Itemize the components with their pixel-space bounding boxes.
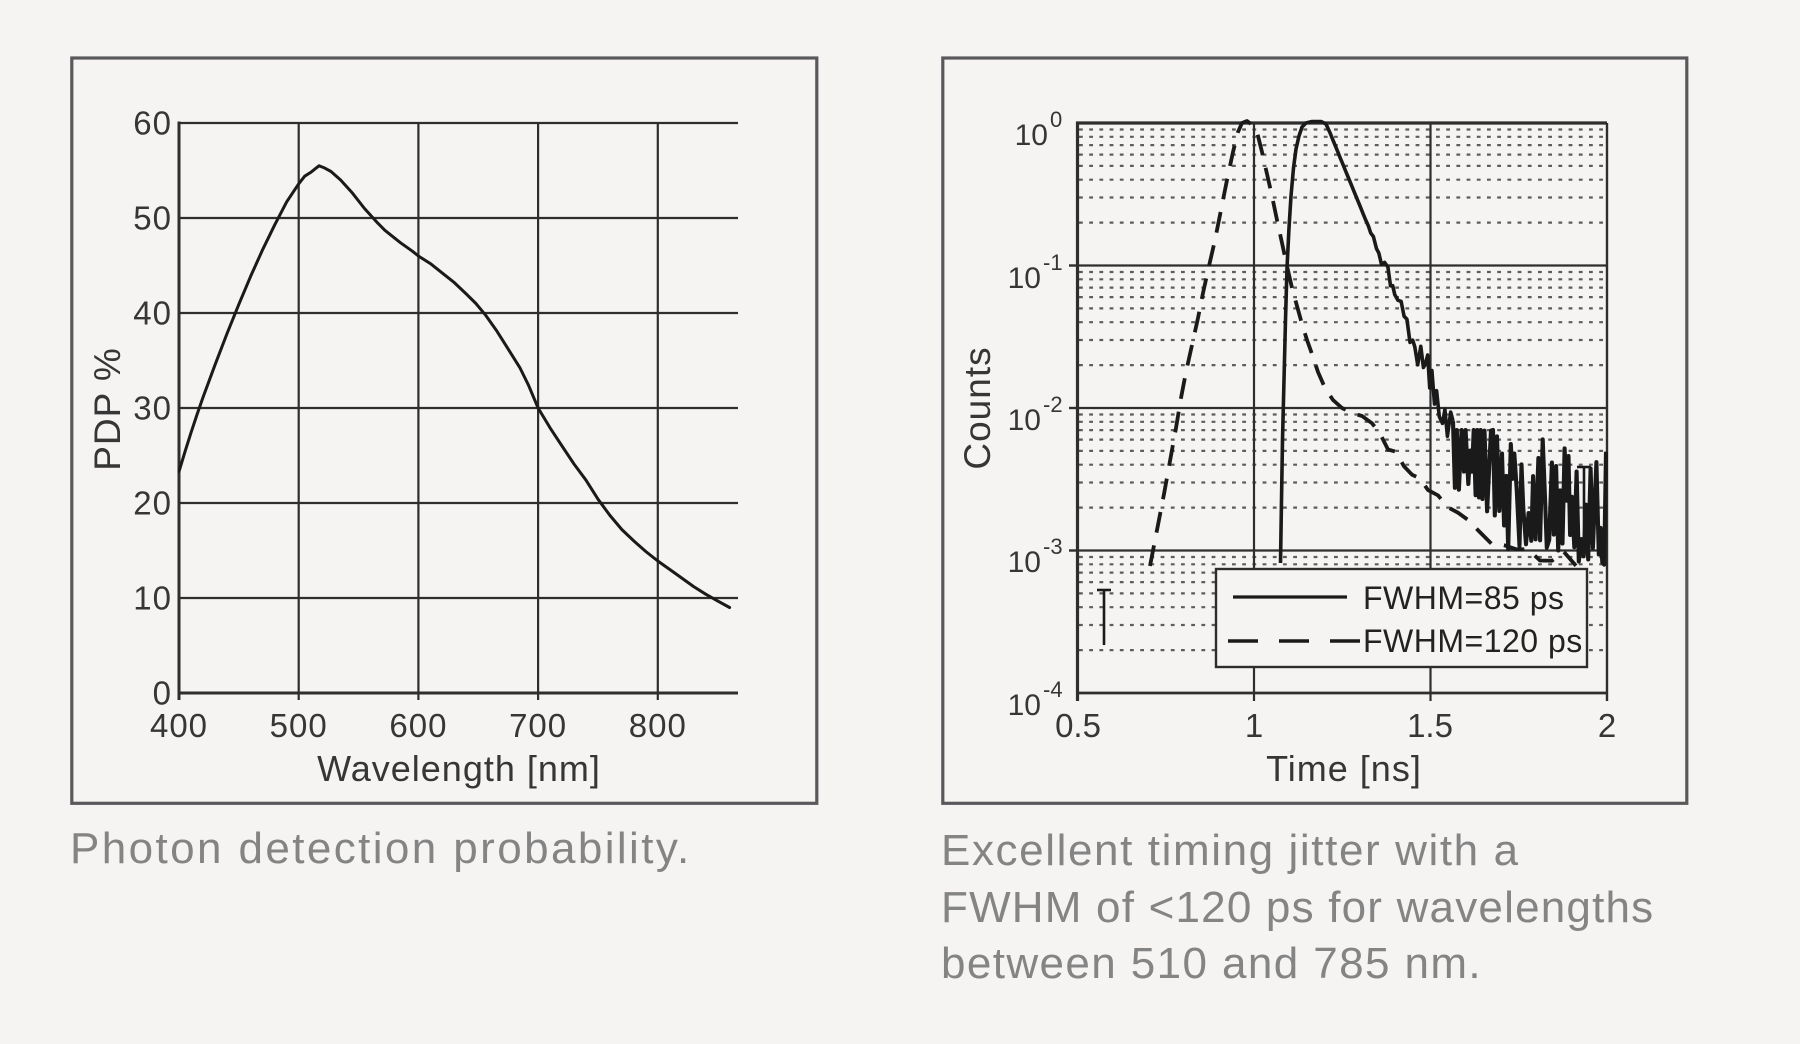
svg-text:10: 10 <box>1008 546 1041 579</box>
svg-text:Photon detection probability.: Photon detection probability. <box>70 824 692 873</box>
svg-text:2: 2 <box>1598 707 1616 744</box>
svg-text:10: 10 <box>1008 262 1041 295</box>
svg-text:0.5: 0.5 <box>1055 707 1101 744</box>
svg-text:Wavelength [nm]: Wavelength [nm] <box>317 748 601 789</box>
svg-text:Counts: Counts <box>957 346 998 469</box>
svg-text:1: 1 <box>1245 707 1263 744</box>
svg-text:50: 50 <box>133 200 172 237</box>
svg-text:20: 20 <box>133 485 172 522</box>
svg-text:800: 800 <box>629 707 687 744</box>
svg-text:-1: -1 <box>1043 250 1063 275</box>
svg-text:0: 0 <box>153 675 172 712</box>
svg-text:1.5: 1.5 <box>1407 707 1453 744</box>
svg-text:400: 400 <box>150 707 208 744</box>
svg-text:FWHM=85 ps: FWHM=85 ps <box>1363 580 1564 616</box>
svg-text:Excellent timing jitter with a: Excellent timing jitter with a <box>941 826 1520 875</box>
svg-text:between 510 and 785 nm.: between 510 and 785 nm. <box>941 939 1482 988</box>
svg-text:FWHM of <120 ps for wavelength: FWHM of <120 ps for wavelengths <box>941 883 1654 932</box>
svg-text:60: 60 <box>133 105 172 142</box>
svg-text:10: 10 <box>133 580 172 617</box>
svg-text:-2: -2 <box>1043 392 1063 417</box>
svg-text:10: 10 <box>1015 119 1048 152</box>
svg-text:500: 500 <box>270 707 328 744</box>
svg-text:600: 600 <box>389 707 447 744</box>
svg-text:10: 10 <box>1008 689 1041 722</box>
svg-text:10: 10 <box>1008 404 1041 437</box>
svg-text:700: 700 <box>509 707 567 744</box>
svg-text:30: 30 <box>133 390 172 427</box>
svg-text:FWHM=120 ps: FWHM=120 ps <box>1363 623 1583 659</box>
svg-text:PDP %: PDP % <box>87 347 128 471</box>
svg-text:-4: -4 <box>1043 677 1063 702</box>
svg-text:40: 40 <box>133 295 172 332</box>
svg-text:-3: -3 <box>1043 534 1063 559</box>
svg-text:0: 0 <box>1050 107 1062 132</box>
svg-text:Time [ns]: Time [ns] <box>1266 748 1422 789</box>
